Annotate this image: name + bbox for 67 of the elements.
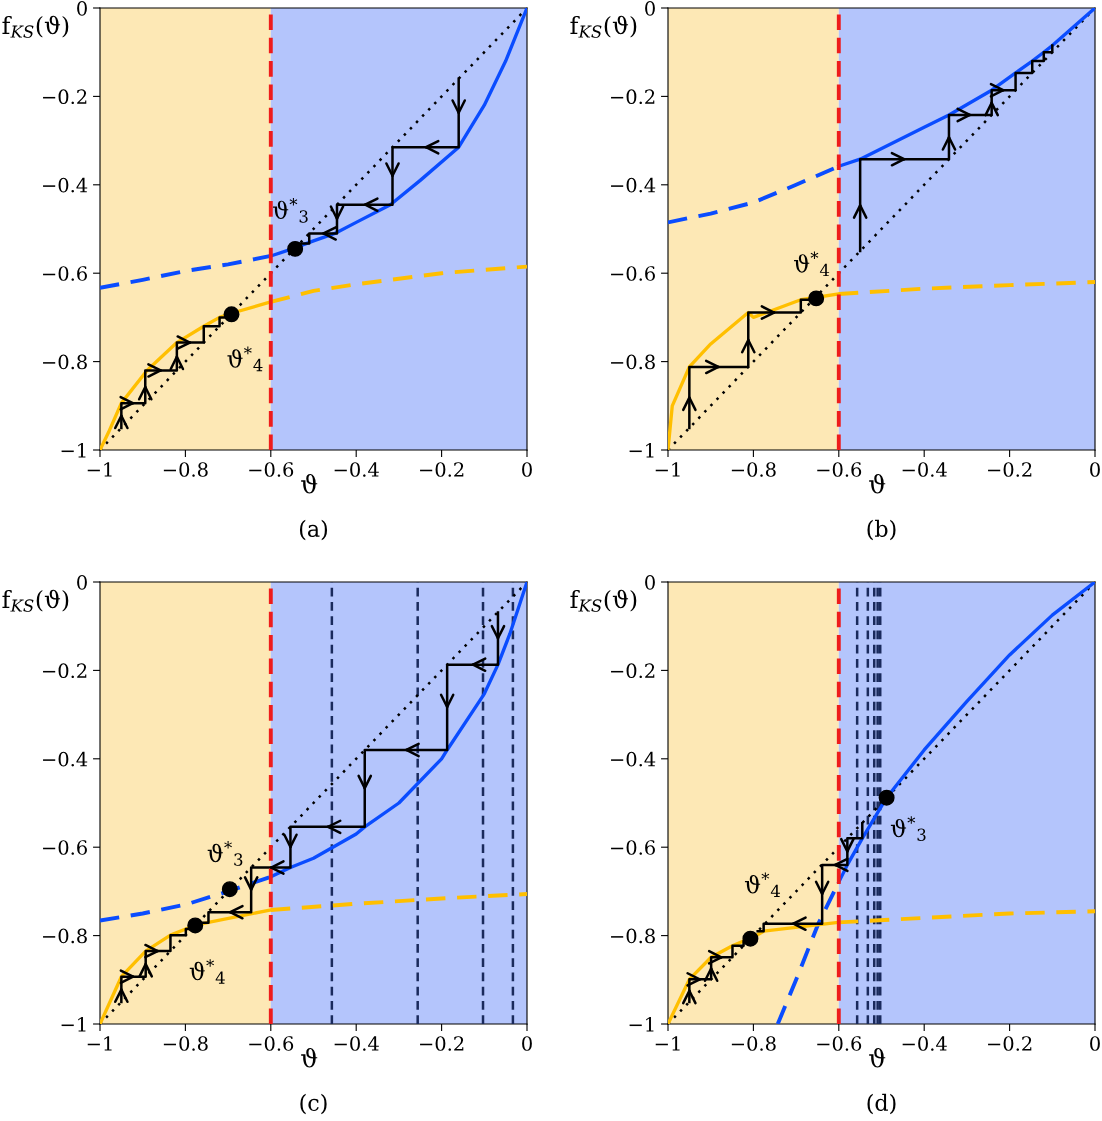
x-tick-label: −0.8: [163, 462, 208, 477]
x-axis-title: ϑ: [301, 474, 318, 494]
y-tick-label: 0: [77, 0, 87, 16]
x-tick-label: −0.4: [902, 462, 947, 477]
x-axis-title: ϑ: [301, 1048, 318, 1068]
x-axis-title: ϑ: [869, 1048, 886, 1068]
x-tick-label: 0: [522, 1036, 532, 1051]
y-tick-label: −0.6: [43, 266, 87, 281]
x-tick-label: 0: [1090, 462, 1100, 477]
y-tick-label: −1: [629, 442, 654, 458]
x-tick-label: −0.8: [731, 462, 776, 477]
y-tick-label: −0.2: [43, 663, 87, 679]
y-axis-title: f$_{KS}$(ϑ): [570, 589, 637, 612]
annotation: ϑ$^{*}$$_{4}$: [189, 959, 225, 984]
text: (c): [300, 1093, 327, 1115]
y-tick-label: −0.8: [611, 354, 655, 370]
y-tick-label: −1: [61, 442, 86, 458]
x-tick-label: −0.2: [420, 462, 464, 477]
x-tick-label: −0.6: [817, 462, 862, 477]
y-axis-title: f$_{KS}$(ϑ): [2, 15, 69, 38]
x-tick-label: −1: [87, 1036, 112, 1051]
y-tick-label: −0.8: [611, 928, 655, 944]
annotation: ϑ$^{*}$$_{3}$: [207, 841, 243, 866]
y-tick-label: 0: [77, 574, 87, 590]
annotation: ϑ$^{*}$$_{4}$: [227, 346, 263, 372]
x-tick-label: −0.4: [902, 1036, 947, 1051]
y-tick-label: −0.2: [43, 89, 87, 105]
y-axis-title: f$_{KS}$(ϑ): [570, 15, 637, 38]
x-tick-label: −0.6: [249, 1036, 294, 1051]
x-tick-label: −1: [87, 462, 112, 477]
x-tick-label: −0.2: [988, 1036, 1032, 1051]
y-tick-label: −0.4: [611, 177, 656, 193]
text: (a): [299, 519, 328, 541]
x-tick-label: −0.2: [988, 462, 1032, 477]
y-tick-label: −0.6: [611, 840, 655, 855]
x-tick-label: −0.8: [731, 1036, 776, 1051]
y-tick-label: 0: [645, 0, 655, 16]
y-tick-label: −0.6: [43, 840, 87, 855]
annotation: ϑ$^{*}$$_{3}$: [890, 816, 926, 841]
text: (b): [867, 519, 896, 541]
x-tick-label: −0.8: [163, 1036, 208, 1051]
x-tick-label: −0.4: [334, 462, 379, 477]
annotation: ϑ$^{*}$$_{4}$: [744, 872, 781, 897]
x-tick-label: −0.6: [817, 1036, 862, 1051]
y-axis-title: f$_{KS}$(ϑ): [2, 589, 69, 612]
y-tick-label: −1: [629, 1016, 654, 1032]
x-axis-title: ϑ: [869, 474, 886, 494]
annotation: ϑ$^{*}$$_{4}$: [794, 251, 830, 277]
y-tick-label: −0.2: [611, 663, 655, 679]
y-tick-label: −0.2: [611, 89, 655, 105]
y-tick-label: −0.8: [43, 928, 87, 944]
x-tick-label: −1: [655, 462, 680, 477]
y-tick-label: 0: [645, 574, 655, 590]
x-tick-label: −0.2: [420, 1036, 464, 1051]
y-tick-label: −0.4: [43, 177, 88, 193]
annotation: ϑ$^{*}$$_{3}$: [273, 197, 308, 223]
text: (d): [867, 1093, 896, 1115]
y-tick-label: −0.4: [611, 751, 656, 767]
y-tick-label: −0.6: [611, 266, 655, 281]
x-tick-label: −1: [655, 1036, 680, 1051]
y-tick-label: −1: [61, 1016, 86, 1032]
x-tick-label: −0.6: [249, 462, 294, 477]
y-tick-label: −0.8: [43, 354, 87, 370]
x-tick-label: 0: [1090, 1036, 1100, 1051]
y-tick-label: −0.4: [43, 751, 88, 767]
x-tick-label: 0: [522, 462, 532, 477]
x-tick-label: −0.4: [334, 1036, 379, 1051]
